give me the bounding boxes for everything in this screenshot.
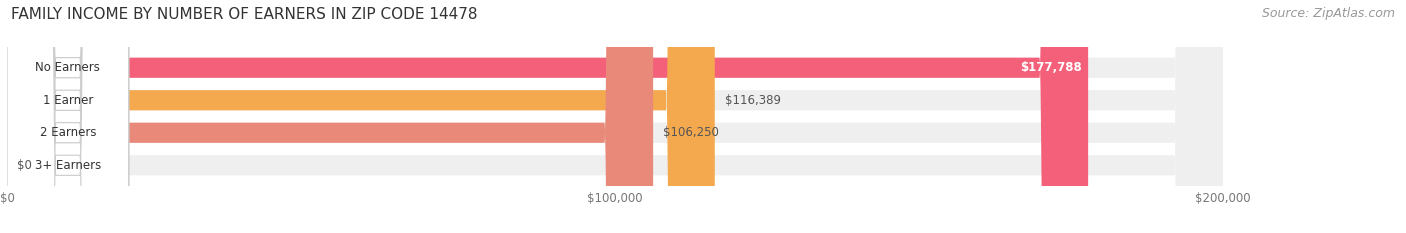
Text: 1 Earner: 1 Earner: [42, 94, 93, 107]
Text: $0: $0: [17, 159, 31, 172]
FancyBboxPatch shape: [7, 0, 129, 233]
FancyBboxPatch shape: [7, 0, 1223, 233]
FancyBboxPatch shape: [7, 0, 129, 233]
Text: $106,250: $106,250: [662, 126, 718, 139]
FancyBboxPatch shape: [7, 0, 129, 233]
FancyBboxPatch shape: [7, 0, 1223, 233]
Text: $177,788: $177,788: [1021, 61, 1083, 74]
FancyBboxPatch shape: [7, 0, 1223, 233]
Text: No Earners: No Earners: [35, 61, 100, 74]
FancyBboxPatch shape: [7, 0, 1088, 233]
FancyBboxPatch shape: [7, 0, 654, 233]
Text: 2 Earners: 2 Earners: [39, 126, 96, 139]
Text: Source: ZipAtlas.com: Source: ZipAtlas.com: [1261, 7, 1395, 20]
Text: FAMILY INCOME BY NUMBER OF EARNERS IN ZIP CODE 14478: FAMILY INCOME BY NUMBER OF EARNERS IN ZI…: [11, 7, 478, 22]
FancyBboxPatch shape: [7, 0, 714, 233]
FancyBboxPatch shape: [7, 0, 129, 233]
Text: $116,389: $116,389: [724, 94, 780, 107]
Text: 3+ Earners: 3+ Earners: [35, 159, 101, 172]
FancyBboxPatch shape: [7, 0, 1223, 233]
